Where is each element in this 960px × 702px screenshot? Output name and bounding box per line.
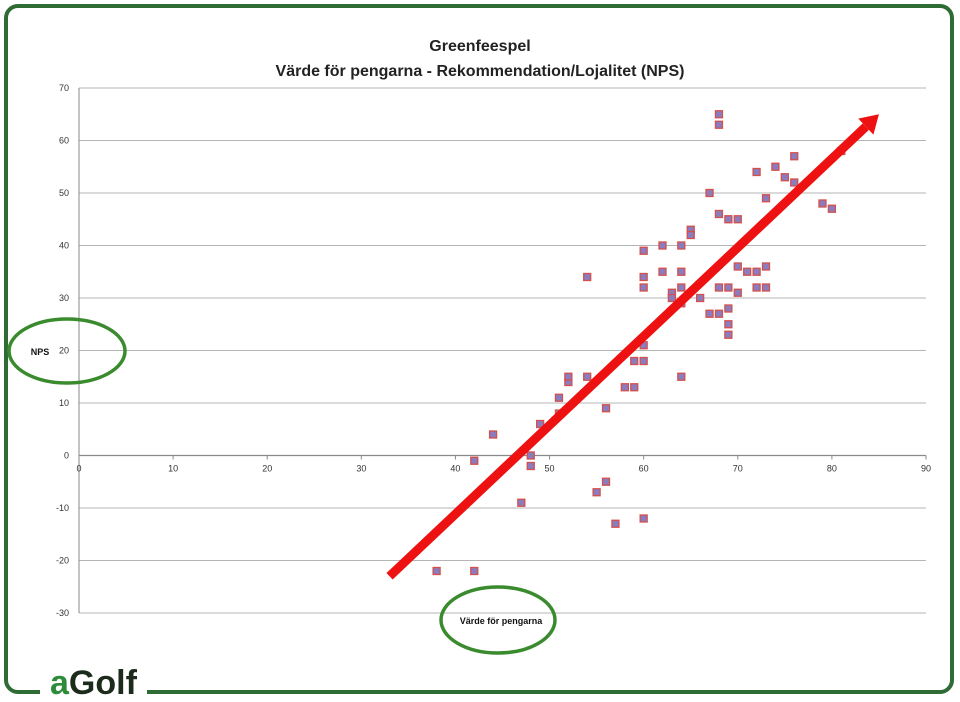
data-point xyxy=(592,488,601,497)
data-point xyxy=(658,267,667,276)
data-point xyxy=(714,209,724,219)
data-point xyxy=(677,283,686,292)
data-point xyxy=(601,477,611,486)
logo-word-golf: Golf xyxy=(68,664,137,702)
data-point xyxy=(733,288,742,297)
data-point xyxy=(517,498,526,507)
logo-letter-a: a xyxy=(50,664,69,702)
chart-subtitle: Värde för pengarna - Rekommendation/Loja… xyxy=(276,63,685,80)
data-point xyxy=(724,330,733,339)
data-point xyxy=(432,566,441,576)
data-point xyxy=(639,272,648,282)
data-point xyxy=(470,456,479,465)
y-tick-label: 70 xyxy=(59,83,69,93)
data-point xyxy=(677,241,686,250)
data-point xyxy=(677,372,686,381)
data-point xyxy=(639,246,648,255)
data-point xyxy=(686,230,695,240)
y-tick-label: -20 xyxy=(56,556,69,566)
data-point xyxy=(827,204,837,213)
trend-arrow xyxy=(386,114,879,580)
x-tick-label: 70 xyxy=(733,464,743,474)
data-point xyxy=(488,430,498,439)
data-point xyxy=(761,194,771,203)
data-point xyxy=(526,451,535,460)
gridlines xyxy=(78,87,927,614)
trend-arrow-shaft xyxy=(386,123,869,580)
agolf-logo: aGolf xyxy=(40,664,147,702)
y-tick-label: -10 xyxy=(56,503,69,513)
data-point xyxy=(470,566,479,576)
data-point xyxy=(752,267,761,276)
x-tick-label: 0 xyxy=(76,464,81,474)
x-tick-labels: 0 10 20 30 40 50 60 70 80 90 xyxy=(76,464,931,474)
data-point xyxy=(724,283,733,292)
data-point xyxy=(705,188,714,198)
x-tick-label: 60 xyxy=(639,464,649,474)
data-point xyxy=(601,404,611,413)
data-point xyxy=(724,320,733,329)
trend-arrow-head xyxy=(858,114,879,135)
data-point xyxy=(535,419,545,429)
x-tick-label: 80 xyxy=(827,464,837,474)
data-point xyxy=(526,461,535,471)
data-point xyxy=(752,283,761,292)
y-axis-label: NPS xyxy=(31,347,50,357)
xlabel-highlight-ellipse xyxy=(439,585,557,655)
data-point xyxy=(564,372,573,381)
y-tick-label: 10 xyxy=(59,398,69,408)
data-point xyxy=(733,262,742,271)
data-point xyxy=(583,372,592,381)
data-point xyxy=(780,173,789,182)
data-point xyxy=(620,383,629,392)
data-point xyxy=(724,304,733,313)
x-tick-label: 20 xyxy=(262,464,272,474)
data-point xyxy=(639,514,648,523)
data-point xyxy=(705,309,714,318)
data-point xyxy=(752,167,761,177)
data-point xyxy=(761,262,771,271)
data-point xyxy=(790,178,799,187)
data-point xyxy=(611,519,620,528)
x-tick-label: 10 xyxy=(168,464,178,474)
y-tick-label: 30 xyxy=(59,293,69,303)
y-tick-label: 0 xyxy=(64,451,69,461)
data-point xyxy=(583,272,592,282)
y-tick-label: -30 xyxy=(56,608,69,618)
data-point xyxy=(743,267,752,276)
data-point xyxy=(639,283,648,292)
data-point xyxy=(554,393,564,402)
slide-frame xyxy=(4,4,954,694)
data-point xyxy=(818,199,827,208)
data-point xyxy=(733,215,742,224)
x-tick-label: 90 xyxy=(921,464,931,474)
data-point xyxy=(771,162,780,171)
data-point xyxy=(630,383,639,392)
data-point xyxy=(790,152,799,161)
data-point xyxy=(714,283,724,292)
data-point xyxy=(714,110,724,119)
x-axis-label: Värde för pengarna xyxy=(460,616,544,626)
y-tick-labels: -30 -20 -10 0 10 20 30 40 50 60 70 xyxy=(56,83,69,618)
y-tick-label: 40 xyxy=(59,241,69,251)
data-point xyxy=(761,283,771,292)
data-point xyxy=(630,356,639,366)
data-point xyxy=(667,293,677,303)
chart-title: Greenfeespel xyxy=(429,38,530,55)
data-point xyxy=(714,309,724,318)
ylabel-highlight-ellipse xyxy=(7,317,127,385)
data-point xyxy=(724,215,733,224)
x-tick-label: 50 xyxy=(545,464,555,474)
y-tick-label: 20 xyxy=(59,346,69,356)
x-tick-label: 40 xyxy=(450,464,460,474)
x-tick-label: 30 xyxy=(356,464,366,474)
data-point xyxy=(695,293,705,303)
y-tick-label: 60 xyxy=(59,136,69,146)
y-tick-label: 50 xyxy=(59,188,69,198)
data-point xyxy=(639,356,648,366)
data-point xyxy=(714,120,724,129)
data-point xyxy=(658,241,667,250)
data-point xyxy=(677,267,686,276)
